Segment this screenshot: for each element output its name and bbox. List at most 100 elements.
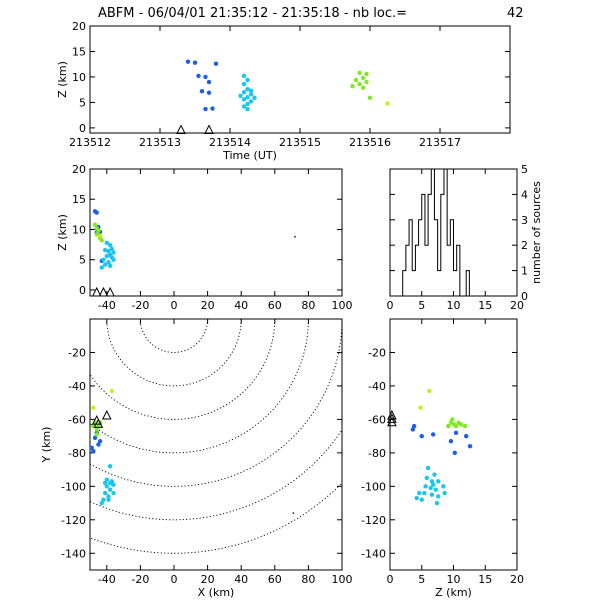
time-altitude-source-point — [385, 101, 390, 106]
z-y-source-point — [429, 492, 435, 497]
x-altitude-source-point — [107, 263, 113, 268]
time-altitude-station-marker — [204, 124, 214, 134]
x-altitude-source-point — [104, 240, 110, 245]
x-altitude-station-marker — [98, 286, 109, 297]
z-y-source-point — [464, 433, 469, 439]
z-y-source-point — [411, 423, 417, 429]
x-altitude-source-point — [101, 257, 106, 262]
z-y-source-point — [453, 423, 459, 429]
z-y-source-point — [436, 479, 441, 484]
x-y-source-point — [106, 494, 111, 499]
x-altitude-ytick-label: 10 — [72, 223, 86, 236]
x-y-source-point — [111, 482, 116, 487]
x-y-ytick-label: -40 — [68, 380, 86, 393]
x-y-station-marker — [91, 414, 102, 425]
histogram-bar — [412, 271, 415, 296]
time-altitude-source-point — [210, 106, 215, 111]
time-altitude-station-marker — [176, 124, 186, 134]
time-altitude-xtick-label: 213516 — [349, 136, 391, 149]
time-altitude-source-point — [241, 90, 247, 95]
time-altitude-source-point — [192, 60, 198, 65]
time-altitude-ytick-label: 10 — [72, 71, 86, 84]
z-y-xtick-label: 20 — [510, 573, 524, 586]
z-y-source-point — [453, 430, 459, 435]
x-altitude-xtick-label: -40 — [98, 299, 116, 312]
time-altitude-ylabel: Z (km) — [56, 61, 69, 98]
z-y-source-point — [458, 422, 464, 427]
x-altitude-ytick-label: 15 — [72, 193, 86, 206]
time-altitude-source-point — [364, 79, 369, 85]
time-altitude-source-point — [206, 90, 212, 95]
x-y-xtick-label: 80 — [301, 573, 315, 586]
x-y-station-marker — [101, 409, 112, 420]
x-y-source-point — [94, 432, 99, 437]
time-altitude-source-point — [206, 79, 212, 85]
z-y-source-point — [432, 472, 437, 477]
z-y-source-point — [448, 420, 454, 425]
x-altitude-source-point — [102, 262, 108, 267]
z-y-source-point — [425, 465, 431, 471]
histogram-ylabel: number of sources — [530, 181, 543, 284]
z-y-source-point — [462, 423, 468, 429]
x-y-source-point — [97, 438, 103, 444]
histogram-bar — [447, 245, 450, 296]
x-y-source-point — [106, 497, 111, 502]
histogram-xtick-label: 15 — [478, 299, 492, 312]
z-y-ytick-label: -120 — [361, 514, 386, 527]
time-altitude-ytick-label: 0 — [79, 122, 86, 135]
z-y-source-point — [436, 494, 441, 499]
z-y-source-point — [419, 497, 424, 502]
x-altitude-source-point — [102, 247, 108, 253]
z-y-source-point — [448, 438, 454, 444]
time-altitude-source-point — [360, 75, 366, 81]
time-altitude-xtick-label: 213515 — [279, 136, 321, 149]
z-y-xlabel: Z (km) — [435, 586, 472, 599]
x-y-source-point — [109, 388, 115, 394]
x-y-ytick-label: -120 — [61, 514, 86, 527]
time-altitude-source-point — [248, 92, 254, 97]
x-y-source-point — [102, 480, 108, 486]
time-altitude-source-point — [245, 101, 250, 107]
x-y-xtick-label: 40 — [234, 573, 248, 586]
time-altitude-source-point — [360, 85, 366, 90]
z-y-source-point — [430, 482, 436, 487]
time-altitude-source-point — [199, 89, 205, 94]
x-altitude-source-point — [99, 265, 104, 270]
time-altitude-source-point — [245, 77, 250, 83]
histogram-xtick-label: 0 — [387, 299, 394, 312]
z-y-ytick-label: -80 — [368, 447, 386, 460]
z-y-source-point — [410, 427, 416, 432]
z-y-source-point — [467, 443, 473, 449]
z-y-ytick-label: -60 — [368, 413, 386, 426]
x-y-ytick-label: -60 — [68, 413, 86, 426]
z-y-source-point — [422, 490, 427, 496]
time-altitude-source-point — [245, 86, 250, 92]
time-altitude-source-point — [248, 99, 254, 104]
z-y-xtick-label: 10 — [447, 573, 461, 586]
histogram-ytick-label: 4 — [521, 188, 528, 201]
x-y-source-point — [91, 405, 96, 410]
z-y-source-point — [433, 487, 438, 492]
z-y-station-marker — [387, 409, 397, 420]
x-y-source-point — [104, 484, 110, 489]
x-altitude-source-point — [111, 250, 116, 255]
time-altitude-source-point — [185, 59, 191, 64]
x-altitude-source-point — [96, 228, 101, 233]
x-y-source-point — [111, 490, 116, 496]
x-y-xtick-label: 60 — [268, 573, 282, 586]
x-y-source-point — [292, 512, 295, 514]
x-y-source-point — [109, 479, 115, 484]
x-altitude-xtick-label: 20 — [201, 299, 215, 312]
z-y-source-point — [452, 450, 457, 456]
z-y-source-point — [424, 475, 430, 481]
x-altitude-station-marker — [105, 286, 115, 297]
x-altitude-xtick-label: 100 — [332, 299, 353, 312]
time-altitude-source-point — [357, 70, 362, 76]
z-y-source-point — [428, 485, 433, 491]
z-y-xtick-label: 0 — [387, 573, 394, 586]
time-altitude-source-point — [238, 93, 243, 99]
time-altitude-source-point — [357, 81, 362, 87]
x-y-source-point — [101, 497, 106, 502]
x-altitude-xtick-label: 60 — [268, 299, 282, 312]
histogram-xtick-label: 5 — [418, 299, 425, 312]
